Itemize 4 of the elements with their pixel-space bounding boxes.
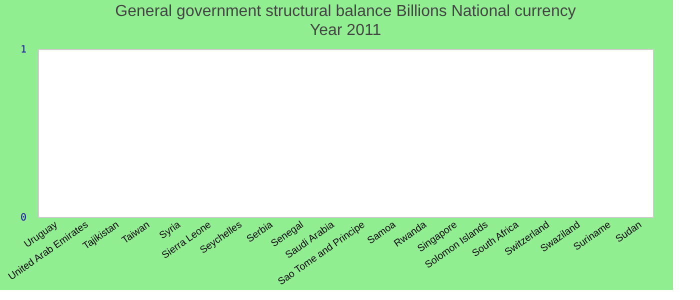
chart-subtitle: Year 2011: [310, 22, 382, 39]
y-tick-label: 0: [20, 212, 26, 224]
chart-title: General government structural balance Billions National currency: [115, 3, 576, 20]
y-tick-label: 1: [20, 44, 26, 56]
